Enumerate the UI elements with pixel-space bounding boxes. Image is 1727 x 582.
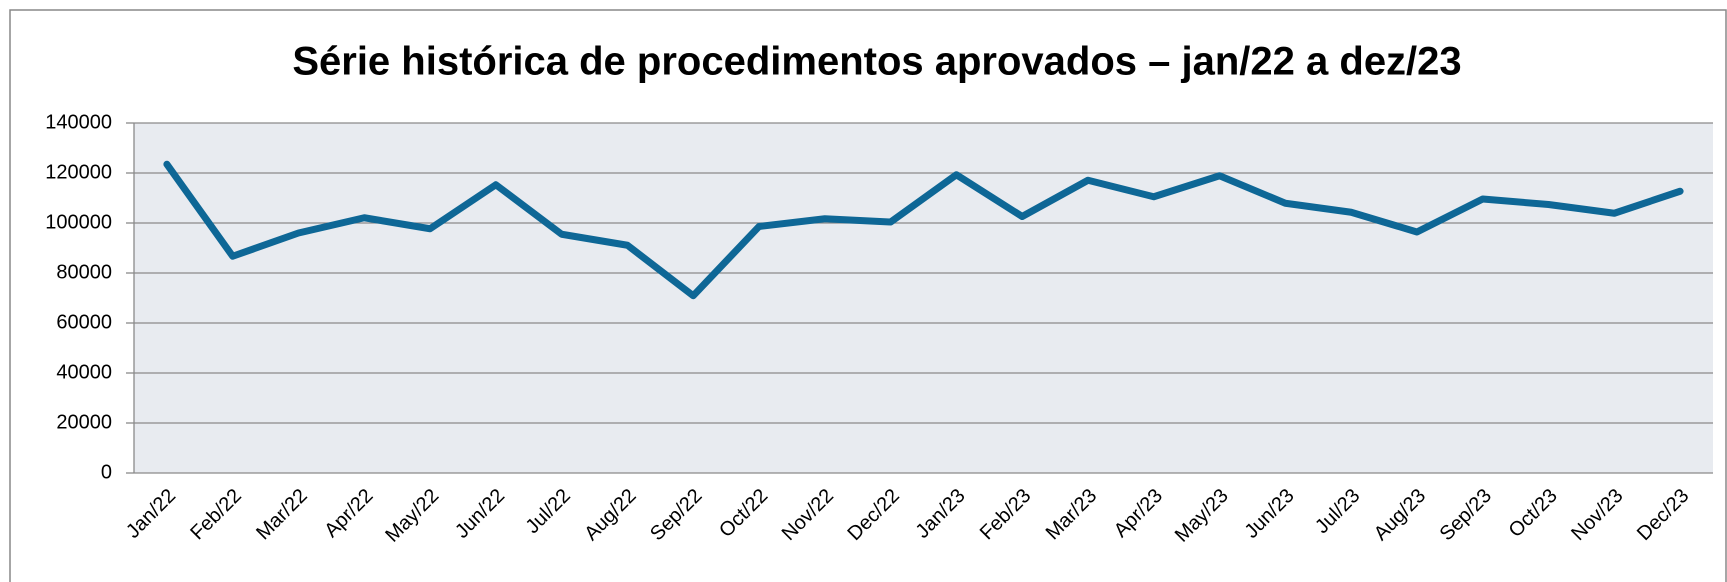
y-tick-label: 20000 — [56, 411, 112, 433]
y-tick-label: 60000 — [56, 311, 112, 333]
y-tick-label: 120000 — [45, 161, 112, 183]
y-tick-label: 140000 — [45, 111, 112, 133]
y-tick-label: 40000 — [56, 361, 112, 383]
chart-title: Série histórica de procedimentos aprovad… — [292, 40, 1461, 84]
plot-area — [134, 123, 1713, 473]
y-tick-label: 80000 — [56, 261, 112, 283]
y-tick-label: 100000 — [45, 211, 112, 233]
line-series — [163, 160, 1684, 300]
y-tick-label: 0 — [101, 461, 112, 483]
